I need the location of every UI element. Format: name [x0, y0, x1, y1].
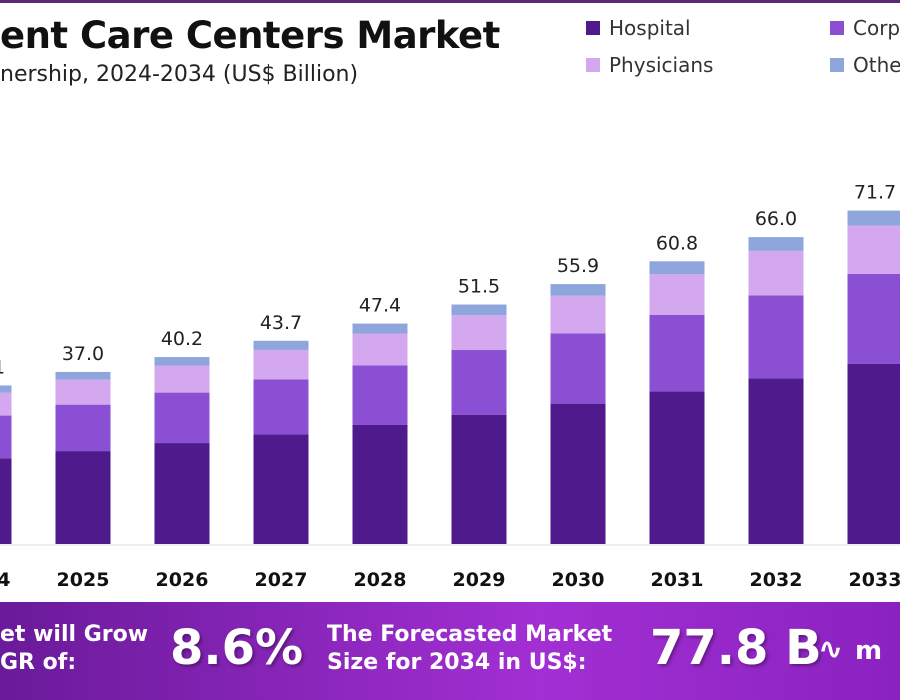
x-tick-label-2029: 2029: [453, 569, 506, 591]
logo-text: m: [854, 636, 883, 666]
x-tick-label-2031: 2031: [651, 569, 704, 591]
bar-segment-hospital-2029: [451, 414, 507, 544]
bar-segment-others-2030: [550, 284, 606, 296]
bar-segment-others-2031: [649, 261, 705, 275]
bar-segment-others-2024: [0, 385, 12, 393]
logo-wave-icon: ∿: [818, 632, 844, 667]
bar-segment-corporate-2030: [550, 333, 606, 404]
bar-segment-others-2027: [253, 340, 309, 350]
brand-logo: ∿ m: [818, 628, 882, 668]
x-tick-label-2026: 2026: [156, 569, 209, 591]
cagr-value: 8.6%: [170, 620, 304, 676]
bar-segment-hospital-2030: [550, 403, 606, 544]
bar-segment-physicians-2033: [847, 225, 900, 274]
bar-segment-hospital-2028: [352, 424, 408, 544]
legend-swatch: [830, 21, 844, 35]
bar-segment-corporate-2028: [352, 365, 408, 425]
bar-segment-corporate-2026: [154, 392, 210, 444]
grow-line-1: et will Grow: [0, 622, 149, 647]
bar-segment-hospital-2026: [154, 443, 210, 544]
legend-swatch: [586, 58, 600, 72]
bar-segment-corporate-2027: [253, 379, 309, 435]
bar-segment-others-2033: [847, 210, 900, 226]
legend-swatch: [830, 58, 844, 72]
bar-segment-physicians-2026: [154, 365, 210, 393]
bar-segment-hospital-2027: [253, 434, 309, 544]
bar-segment-corporate-2029: [451, 350, 507, 415]
summary-banner: [0, 602, 900, 700]
bar-segment-corporate-2033: [847, 273, 900, 364]
bar-segment-physicians-2024: [0, 392, 12, 416]
legend-swatch: [586, 21, 600, 35]
bar-segment-others-2032: [748, 237, 804, 251]
chart-subtitle: nership, 2024-2034 (US$ Billion): [0, 62, 359, 87]
total-label-2028: 47.4: [359, 295, 401, 317]
top-border: [0, 0, 900, 3]
forecast-line-1: The Forecasted Market: [327, 622, 613, 647]
total-label-2032: 66.0: [755, 208, 797, 230]
bar-segment-others-2026: [154, 357, 210, 366]
total-label-2026: 40.2: [161, 328, 203, 350]
grow-line-2: GR of:: [0, 650, 77, 675]
bar-segment-corporate-2031: [649, 314, 705, 392]
x-tick-label-2033: 2033: [849, 569, 900, 591]
bar-segment-others-2028: [352, 323, 408, 334]
x-tick-label-2024: 2024: [0, 569, 10, 591]
forecast-line-2: Size for 2034 in US$:: [327, 650, 587, 675]
bar-segment-others-2029: [451, 304, 507, 316]
bar-segment-physicians-2032: [748, 250, 804, 296]
grow-text: et will Grow GR of:: [0, 621, 148, 677]
forecast-text: The Forecasted Market Size for 2034 in US…: [327, 621, 612, 677]
total-label-2031: 60.8: [656, 232, 698, 254]
x-tick-label-2032: 2032: [750, 569, 803, 591]
bar-segment-corporate-2025: [55, 404, 111, 452]
bar-segment-hospital-2031: [649, 391, 705, 544]
bar-segment-hospital-2024: [0, 458, 12, 544]
legend-label: Corp: [853, 16, 900, 40]
x-tick-label-2025: 2025: [57, 569, 110, 591]
total-label-2027: 43.7: [260, 312, 302, 334]
bar-segment-hospital-2032: [748, 378, 804, 544]
legend-physicians: Physicians: [586, 53, 713, 77]
total-label-2030: 55.9: [557, 255, 599, 277]
stacked-bar-chart: 34.1 2024 37.0 2025 40.2 2026 43.7 2027 47.4 2028…: [0, 182, 900, 591]
bar-segment-corporate-2024: [0, 415, 12, 459]
bar-segment-physicians-2028: [352, 333, 408, 366]
x-tick-label-2027: 2027: [255, 569, 308, 591]
legend-label: Physicians: [609, 53, 714, 77]
total-label-2024: 34.1: [0, 356, 5, 378]
bar-segment-physicians-2029: [451, 315, 507, 351]
bar-segment-others-2025: [55, 371, 111, 380]
bar-segment-physicians-2025: [55, 379, 111, 405]
bar-segment-corporate-2032: [748, 295, 804, 379]
legend-label: Othe: [853, 53, 900, 77]
total-label-2029: 51.5: [458, 276, 500, 298]
bar-segment-physicians-2027: [253, 349, 309, 380]
x-tick-label-2028: 2028: [354, 569, 407, 591]
legend-others: Othe: [830, 53, 900, 77]
chart-title: ent Care Centers Market: [0, 14, 500, 57]
x-tick-label-2030: 2030: [552, 569, 605, 591]
total-label-2025: 37.0: [62, 343, 104, 365]
bar-segment-physicians-2030: [550, 295, 606, 334]
forecast-value: 77.8 B: [650, 620, 822, 676]
legend-label: Hospital: [609, 16, 691, 40]
bar-segment-hospital-2033: [847, 363, 900, 544]
legend-hospital: Hospital: [586, 16, 691, 40]
total-label-2033: 71.7: [854, 182, 896, 204]
bar-segment-physicians-2031: [649, 274, 705, 315]
bar-segment-hospital-2025: [55, 451, 111, 544]
legend-corporate: Corp: [830, 16, 900, 40]
